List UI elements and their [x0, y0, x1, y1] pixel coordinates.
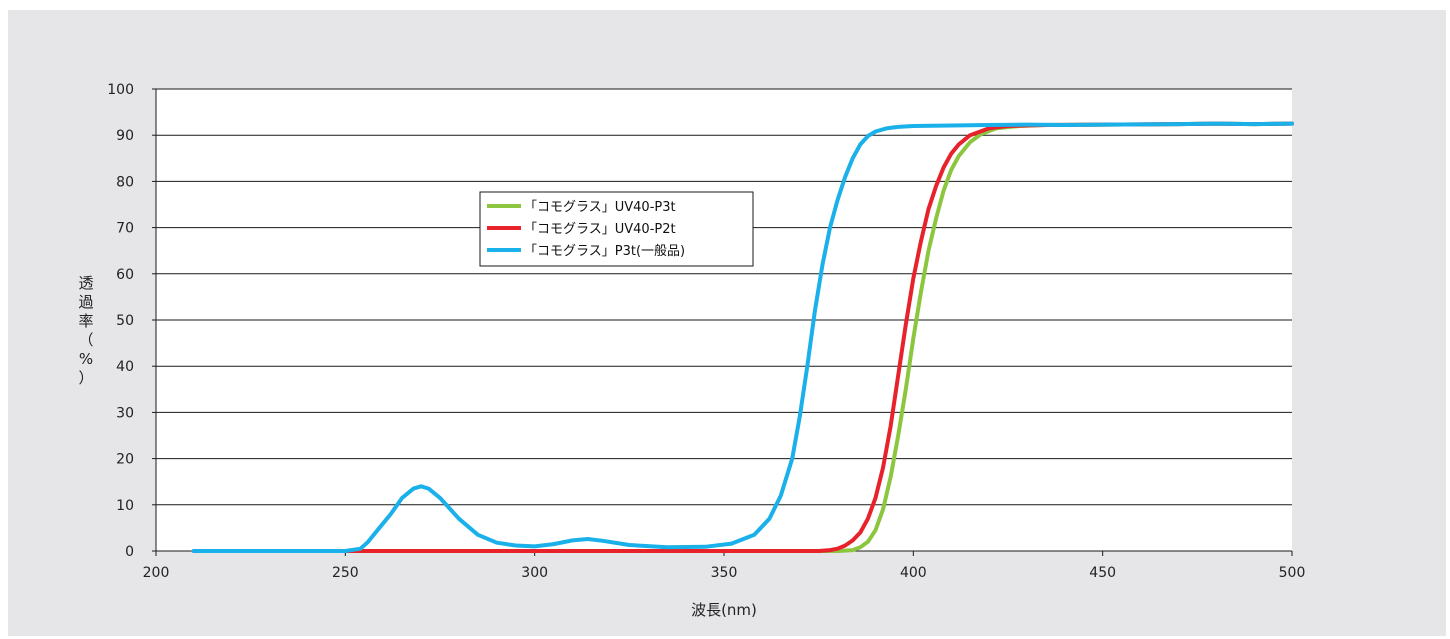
y-tick-label: 30 — [116, 405, 134, 421]
series-lines — [191, 121, 1294, 553]
legend: 「コモグラス」UV40-P3t 「コモグラス」UV40-P2t 「コモグラス」P3t… — [479, 191, 754, 267]
y-axis-title-char: % — [79, 350, 93, 368]
x-tick-label: 300 — [521, 565, 548, 581]
y-axis-title-char: 透 — [78, 274, 93, 292]
x-tick-label: 450 — [1089, 565, 1116, 581]
legend-box — [479, 191, 754, 267]
y-tick-label: 70 — [116, 221, 134, 237]
chart-panel: 0 10 20 30 40 50 60 70 80 90 100 200 250 300 350 400 45… — [8, 10, 1446, 636]
y-tick-label: 90 — [116, 128, 134, 144]
y-tick-label: 80 — [116, 174, 134, 190]
y-tick-label: 50 — [116, 313, 134, 329]
y-tick-label: 20 — [116, 452, 134, 468]
x-tick-label: 250 — [332, 565, 359, 581]
y-axis-title-char: ） — [78, 369, 93, 387]
transmittance-chart: 0 10 20 30 40 50 60 70 80 90 100 200 250 300 350 400 45… — [78, 82, 1306, 619]
x-tick-label: 500 — [1279, 565, 1306, 581]
y-axis-title: 透過率（%） — [78, 274, 93, 387]
y-tick-label: 60 — [116, 267, 134, 283]
y-axis-title-char: （ — [78, 331, 93, 349]
y-axis-title-char: 過 — [78, 293, 93, 311]
legend-label-1: 「コモグラス」UV40-P3t — [524, 200, 676, 215]
x-tick-label: 400 — [900, 565, 927, 581]
y-tick-label: 0 — [125, 544, 134, 560]
y-tick-labels: 0 10 20 30 40 50 60 70 80 90 100 — [107, 82, 156, 560]
x-tick-label: 350 — [711, 565, 738, 581]
gridlines — [156, 88, 1292, 506]
y-tick-label: 40 — [116, 359, 134, 375]
series-line-3 — [191, 121, 1294, 553]
x-tick-label: 200 — [143, 565, 170, 581]
legend-label-3: 「コモグラス」P3t(一般品) — [524, 243, 685, 259]
y-tick-label: 10 — [116, 498, 134, 514]
legend-label-2: 「コモグラス」UV40-P2t — [524, 222, 676, 237]
y-tick-label: 100 — [107, 82, 134, 98]
x-tick-labels: 200 250 300 350 400 450 500 — [143, 551, 1306, 581]
x-axis-title: 波長(nm) — [691, 601, 757, 619]
y-axis-title-char: 率 — [78, 312, 93, 330]
